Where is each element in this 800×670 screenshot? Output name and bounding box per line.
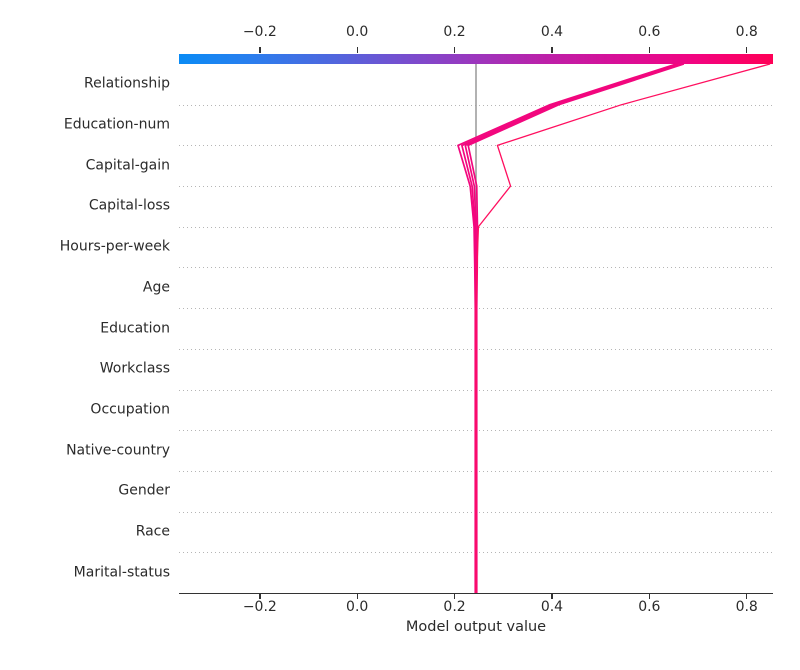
x-tick-label-top: 0.2: [443, 24, 466, 40]
x-axis-title: Model output value: [405, 619, 547, 635]
x-tick-mark-bottom: [356, 594, 358, 599]
x-tick-mark-bottom: [746, 594, 748, 599]
x-tick-label-bottom: −0.2: [242, 599, 277, 615]
x-tick-mark-bottom: [648, 594, 651, 599]
x-tick-mark-top: [551, 47, 553, 53]
feature-label-capital-gain: Capital-gain: [85, 157, 170, 174]
decision-path-line-3: [464, 63, 682, 593]
x-tick-label-bottom: 0.2: [443, 599, 466, 615]
x-tick-label-bottom: 0.6: [638, 599, 661, 615]
feature-label-occupation: Occupation: [90, 401, 170, 418]
x-tick-label-bottom: 0.0: [346, 599, 369, 615]
decision-path-line-2: [461, 63, 679, 593]
decision-path-line-4: [467, 63, 685, 593]
x-tick-label-top: −0.2: [242, 24, 277, 40]
feature-label-native-country: Native-country: [66, 442, 170, 459]
feature-label-workclass: Workclass: [99, 360, 170, 377]
feature-label-education: Education: [100, 320, 170, 336]
feature-label-education-num: Education-num: [63, 116, 170, 133]
x-tick-label-top: 0.0: [346, 24, 369, 40]
x-tick-mark-top: [259, 47, 261, 53]
x-tick-mark-bottom: [551, 594, 553, 599]
feature-label-gender: Gender: [118, 482, 170, 499]
x-tick-mark-top: [746, 47, 748, 53]
x-tick-mark-bottom: [259, 594, 261, 599]
feature-label-age: Age: [142, 279, 170, 296]
x-tick-mark-top: [453, 47, 456, 53]
x-tick-mark-bottom: [453, 594, 456, 599]
x-tick-label-bottom: 0.4: [540, 599, 564, 615]
feature-label-relationship: Relationship: [84, 75, 170, 92]
decision-path-line-5: [475, 63, 771, 593]
x-axis-line: [179, 593, 773, 595]
feature-label-race: Race: [135, 523, 170, 540]
x-tick-mark-top: [648, 47, 651, 53]
feature-label-marital-status: Marital-status: [73, 564, 170, 581]
x-tick-label-top: 0.6: [638, 24, 661, 40]
x-tick-mark-top: [356, 47, 358, 53]
decision-path-line-1: [457, 63, 677, 593]
feature-label-hours-per-week: Hours-per-week: [59, 238, 170, 255]
x-tick-label-top: 0.4: [540, 24, 564, 40]
x-tick-label-bottom: 0.8: [735, 599, 758, 615]
colorbar: [179, 54, 773, 64]
x-tick-label-top: 0.8: [735, 24, 758, 40]
feature-label-capital-loss: Capital-loss: [88, 197, 170, 214]
